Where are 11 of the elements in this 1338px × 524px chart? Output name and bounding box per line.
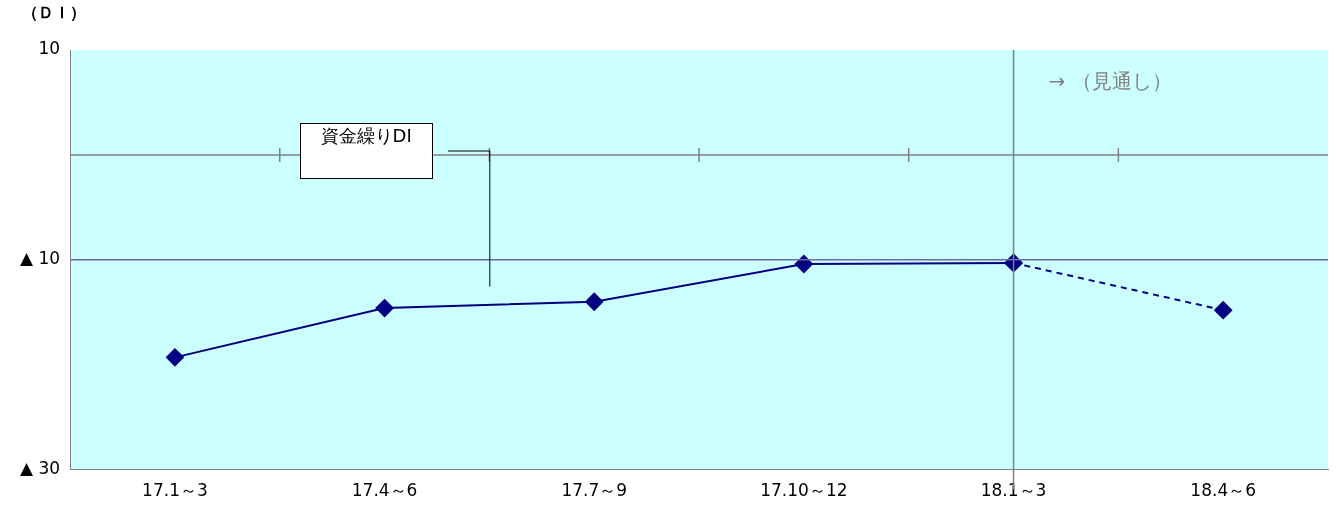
y-tick-label: 10 bbox=[38, 38, 61, 59]
text: 資金繰りDI bbox=[299, 123, 433, 180]
x-tick-label: 17.1～3 bbox=[142, 480, 208, 501]
x-tick-label: 17.7～9 bbox=[561, 480, 628, 501]
y-tick-label: ▲ 30 bbox=[20, 458, 61, 479]
y-tick-label: ▲ 10 bbox=[20, 248, 61, 269]
x-tick-label: 18.4～6 bbox=[1190, 480, 1257, 501]
x-tick-label: 17.10～12 bbox=[760, 480, 848, 501]
y-axis-title: （ＤＩ） bbox=[22, 3, 86, 23]
annotation: → （見通し） bbox=[1048, 69, 1172, 94]
x-tick-label: 17.4～6 bbox=[351, 480, 418, 501]
